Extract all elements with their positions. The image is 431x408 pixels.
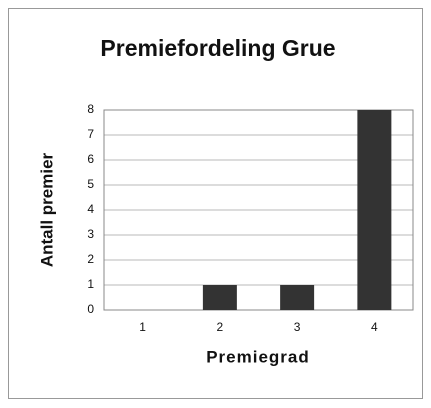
x-tick-label: 3 <box>294 320 301 334</box>
x-axis-label: Premiegrad <box>206 347 310 366</box>
bar <box>357 110 392 310</box>
y-tick-label: 7 <box>87 127 94 141</box>
y-tick-label: 4 <box>87 202 94 216</box>
x-tick-label: 1 <box>139 320 146 334</box>
y-tick-label: 5 <box>87 177 94 191</box>
y-tick-label: 6 <box>87 152 94 166</box>
bar <box>202 285 237 310</box>
bar <box>280 285 315 310</box>
y-tick-label: 0 <box>87 302 94 316</box>
y-tick-label: 2 <box>87 252 94 266</box>
chart-frame <box>8 8 423 399</box>
y-axis-label: Antall premier <box>37 152 56 267</box>
y-tick-label: 8 <box>87 102 94 116</box>
x-tick-label: 2 <box>217 320 224 334</box>
chart-title: Premiefordeling Grue <box>100 35 335 61</box>
plot-border <box>103 109 414 311</box>
x-tick-label: 4 <box>371 320 378 334</box>
y-tick-label: 3 <box>87 227 94 241</box>
y-tick-label: 1 <box>87 277 94 291</box>
